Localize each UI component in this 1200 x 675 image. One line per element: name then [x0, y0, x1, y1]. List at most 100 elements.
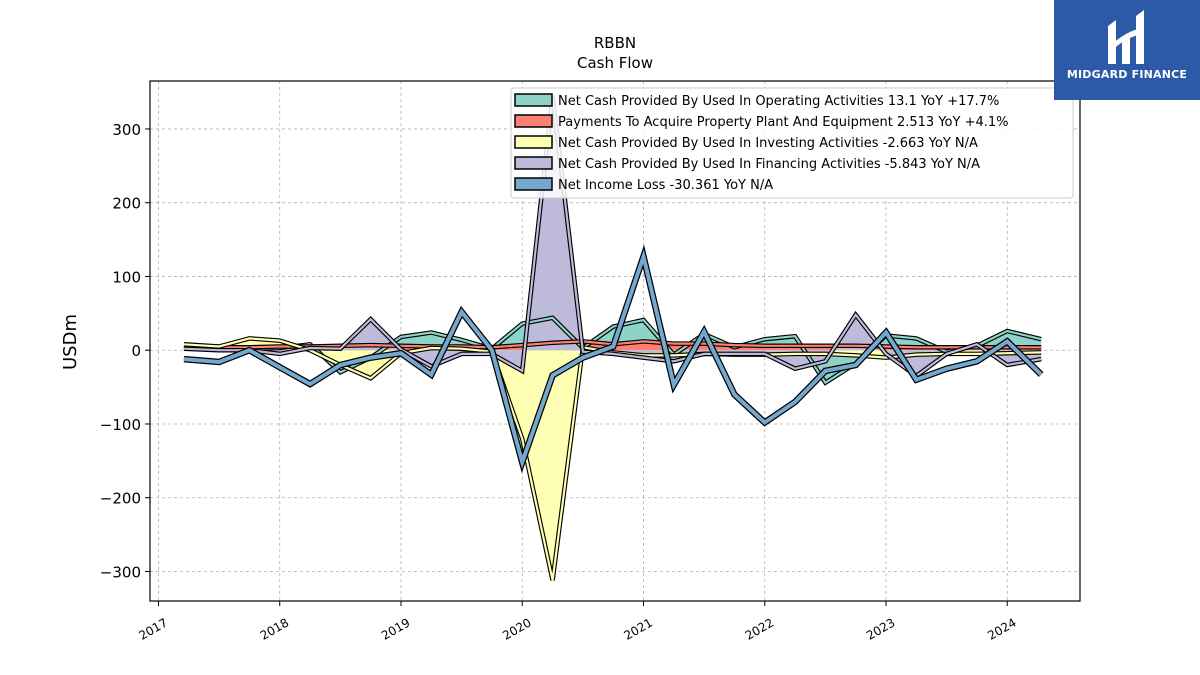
x-axis: 2017 2018 2019 2020 2021 2022 2023 2024 [137, 601, 1019, 643]
data-point [582, 351, 584, 353]
legend-entry: Net Income Loss -30.361 YoY N/A [558, 178, 773, 193]
data-point [461, 348, 463, 350]
data-point [915, 379, 917, 381]
data-point [491, 349, 493, 351]
data-point [764, 345, 766, 347]
data-point [703, 353, 705, 355]
data-point [612, 353, 614, 355]
data-point [521, 461, 523, 463]
data-point [1040, 346, 1042, 348]
data-point [248, 337, 250, 339]
data-point [1006, 346, 1008, 348]
y-tick-label: −200 [100, 490, 141, 508]
data-point [946, 346, 948, 348]
data-point [1040, 374, 1042, 376]
data-point [521, 344, 523, 346]
data-point [794, 335, 796, 337]
legend-swatch [514, 177, 553, 191]
midgard-logo-icon [1108, 10, 1144, 64]
data-point [582, 357, 584, 359]
data-point [552, 342, 554, 344]
data-point [1006, 352, 1008, 354]
data-point [824, 370, 827, 372]
x-tick-label: 2021 [622, 615, 655, 642]
data-point [1006, 330, 1008, 332]
data-point [855, 314, 857, 316]
data-point [1040, 358, 1042, 360]
data-point [552, 579, 554, 581]
legend-swatch [514, 114, 553, 128]
data-point [430, 331, 432, 334]
data-point [764, 353, 766, 355]
data-point [521, 323, 523, 325]
data-point [218, 349, 220, 351]
data-point [976, 360, 978, 362]
y-tick-label: 200 [112, 195, 141, 213]
data-point [733, 353, 736, 355]
data-point [339, 364, 341, 366]
legend-swatch [514, 135, 553, 149]
data-point [370, 357, 372, 359]
data-point [946, 368, 948, 370]
brand-logo: MIDGARD FINANCE [1054, 0, 1200, 100]
data-point [764, 421, 766, 424]
data-point [764, 338, 766, 340]
data-point [885, 357, 887, 359]
data-point [824, 345, 827, 347]
y-axis: −300 −200 −100 0 100 200 300 [100, 121, 150, 581]
chart-title: RBBN [594, 34, 636, 52]
data-point [279, 366, 281, 368]
data-point [885, 353, 887, 355]
data-point [673, 354, 675, 356]
data-point [976, 343, 978, 345]
data-point [673, 384, 675, 386]
data-point [552, 317, 554, 319]
data-point [521, 438, 523, 440]
legend-entry: Net Cash Provided By Used In Financing A… [558, 157, 980, 172]
data-point [218, 361, 220, 363]
data-point [430, 374, 432, 376]
data-point [183, 348, 185, 350]
data-point [915, 337, 917, 339]
data-point [733, 393, 736, 396]
data-point [1006, 340, 1008, 342]
y-axis-label: USDm [60, 314, 81, 370]
data-point [279, 353, 281, 355]
data-point [400, 348, 402, 351]
legend-entry: Net Cash Provided By Used In Operating A… [558, 94, 999, 109]
data-point [370, 377, 372, 379]
data-point [339, 371, 341, 373]
x-tick-label: 2024 [985, 615, 1018, 642]
data-point [218, 345, 220, 348]
legend-box [510, 87, 1074, 199]
data-point [855, 364, 857, 366]
data-point [673, 360, 675, 362]
x-tick-label: 2017 [137, 615, 170, 642]
x-tick-label: 2023 [864, 615, 897, 642]
data-point [309, 347, 311, 349]
data-point [1040, 338, 1042, 340]
brand-name: MIDGARD FINANCE [1066, 68, 1188, 81]
y-tick-label: 100 [112, 268, 141, 286]
chart-subtitle: Cash Flow [577, 54, 653, 72]
x-tick-label: 2020 [500, 615, 533, 642]
data-point [794, 401, 796, 403]
data-point [824, 353, 827, 355]
data-point [248, 349, 250, 351]
data-point [400, 352, 402, 354]
data-point [794, 353, 796, 355]
y-tick-label: 0 [131, 342, 141, 360]
data-point [612, 345, 614, 348]
data-point [703, 331, 705, 333]
data-point [1006, 364, 1008, 366]
data-point [339, 348, 341, 350]
x-tick-label: 2022 [743, 615, 776, 642]
data-point [824, 360, 827, 362]
data-point [183, 358, 185, 360]
data-point [673, 343, 675, 345]
data-point [642, 255, 645, 258]
legend-entry: Net Cash Provided By Used In Investing A… [558, 136, 978, 151]
data-point [976, 353, 978, 355]
data-point [703, 343, 705, 345]
data-point [794, 345, 796, 347]
